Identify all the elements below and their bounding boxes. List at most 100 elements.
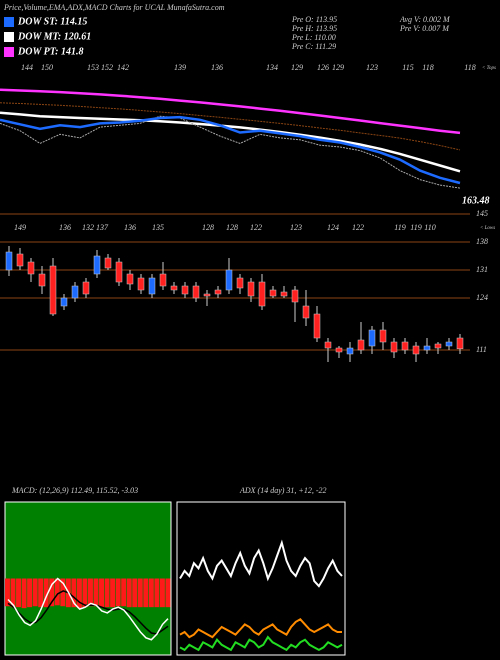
candle-body — [291, 289, 299, 303]
top-label: 144 — [21, 63, 33, 72]
low-label: 122 — [250, 223, 262, 232]
candle-body — [225, 269, 233, 291]
low-label: 128 — [226, 223, 238, 232]
top-label: 153 — [87, 63, 99, 72]
candle-body — [247, 281, 255, 297]
candle-body — [159, 273, 167, 287]
top-label: 134 — [266, 63, 278, 72]
legend-swatch — [4, 47, 14, 57]
adx-line — [179, 635, 343, 652]
candle-body — [203, 293, 211, 297]
candle-body — [401, 341, 409, 351]
candle-body — [445, 341, 453, 347]
candle-body — [379, 329, 387, 343]
low-label: 124 — [327, 223, 339, 232]
legend-label: DOW MT: 120.61 — [17, 31, 91, 42]
top-label: 129 — [291, 63, 303, 72]
ema-line — [0, 115, 461, 185]
macd-bar — [115, 578, 121, 607]
top-label: 115 — [402, 63, 413, 72]
candle-body — [181, 285, 189, 295]
adx-line — [179, 539, 343, 588]
top-label: 142 — [117, 63, 129, 72]
candle-body — [269, 289, 277, 297]
low-label: 122 — [352, 223, 364, 232]
candle-body — [115, 261, 123, 283]
candle-body — [38, 273, 46, 287]
macd-bar — [76, 578, 82, 609]
legend-label: DOW PT: 141.8 — [17, 46, 83, 57]
legend-label: DOW ST: 114.15 — [17, 16, 87, 27]
candle-body — [423, 345, 431, 351]
candle-body — [214, 289, 222, 295]
candle-body — [324, 341, 332, 349]
macd-bar — [16, 578, 21, 608]
candle-body — [82, 281, 90, 295]
candle-body — [258, 281, 266, 307]
low-label: 136 — [59, 223, 71, 232]
lows-marker: < Lows — [480, 226, 495, 231]
macd-bar — [137, 578, 143, 608]
candle-body — [412, 345, 420, 355]
candle-body — [434, 343, 442, 349]
macd-bar — [121, 578, 127, 607]
macd-line — [7, 577, 169, 641]
top-label: 123 — [366, 63, 378, 72]
low-label: 119 — [410, 223, 421, 232]
macd-bar — [49, 578, 55, 607]
candle-body — [302, 305, 310, 319]
low-label: 149 — [14, 223, 26, 232]
candle-body — [148, 277, 156, 295]
macd-bar — [60, 578, 66, 607]
top-label: 118 — [464, 63, 475, 72]
macd-bar — [27, 578, 33, 608]
macd-bar — [143, 578, 149, 608]
candle-body — [16, 253, 24, 267]
macd-bar — [148, 578, 154, 608]
low-label: 128 — [202, 223, 214, 232]
legend-swatch — [4, 17, 14, 27]
y-tick-label: 131 — [476, 265, 488, 274]
candle-body — [390, 341, 398, 353]
info-label: Pre C: 111.29 — [291, 42, 336, 51]
tops-marker: < Tops — [482, 66, 496, 71]
info-label: Pre O: 113.95 — [291, 15, 337, 24]
macd-bar — [54, 578, 60, 606]
candle-body — [335, 347, 343, 353]
candle-body — [5, 251, 13, 271]
candle-body — [236, 277, 244, 289]
macd-bar — [32, 578, 38, 607]
page-title: Price,Volume,EMA,ADX,MACD Charts for UCA… — [3, 3, 225, 12]
candle-body — [280, 291, 288, 297]
low-label: 136 — [124, 223, 136, 232]
last-label: 163.48 — [462, 195, 490, 206]
macd-bar — [154, 578, 160, 608]
macd-title: MACD: (12,26,9) 112.49, 115.52, -3.03 — [11, 486, 138, 495]
ema-line — [0, 111, 461, 173]
y-tick-label: 124 — [476, 293, 488, 302]
top-label: 136 — [211, 63, 223, 72]
info-label: Pre H: 113.95 — [291, 24, 337, 33]
ema-line — [0, 102, 461, 151]
top-label: 150 — [41, 63, 53, 72]
top-label: 139 — [174, 63, 186, 72]
ema-line — [0, 88, 461, 135]
top-label: 152 — [101, 63, 113, 72]
ema-line — [0, 115, 461, 189]
low-label: 132 — [82, 223, 94, 232]
macd-bar — [21, 578, 27, 609]
low-label: 137 — [96, 223, 109, 232]
candle-body — [71, 285, 79, 299]
candle-body — [49, 265, 57, 315]
info-label: Avg V: 0.002 M — [399, 15, 451, 24]
candle-body — [456, 337, 464, 350]
top-label: 118 — [422, 63, 433, 72]
top-label: 129 — [332, 63, 344, 72]
macd-bar — [159, 578, 165, 608]
y-tick-label: 145 — [476, 209, 488, 218]
candle-body — [313, 313, 321, 339]
info-label: Pre L: 110.00 — [291, 33, 336, 42]
candle-body — [104, 257, 112, 269]
